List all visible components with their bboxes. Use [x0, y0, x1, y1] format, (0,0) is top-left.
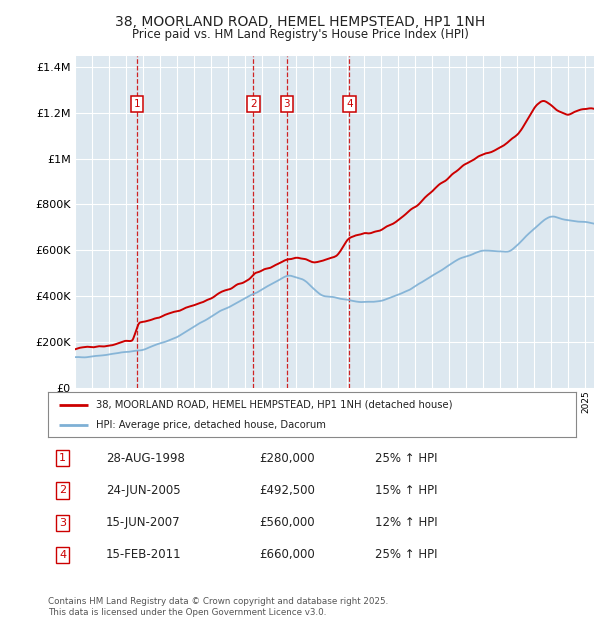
Text: £560,000: £560,000: [259, 516, 315, 529]
Text: 24-JUN-2005: 24-JUN-2005: [106, 484, 181, 497]
Text: 1: 1: [59, 453, 66, 463]
Text: 15-FEB-2011: 15-FEB-2011: [106, 549, 182, 561]
Text: 15-JUN-2007: 15-JUN-2007: [106, 516, 181, 529]
Text: 38, MOORLAND ROAD, HEMEL HEMPSTEAD, HP1 1NH: 38, MOORLAND ROAD, HEMEL HEMPSTEAD, HP1 …: [115, 16, 485, 30]
Text: 3: 3: [59, 518, 66, 528]
Text: 28-AUG-1998: 28-AUG-1998: [106, 452, 185, 464]
Text: £280,000: £280,000: [259, 452, 315, 464]
Text: £492,500: £492,500: [259, 484, 315, 497]
Text: 2: 2: [250, 99, 257, 109]
Text: 25% ↑ HPI: 25% ↑ HPI: [376, 452, 438, 464]
Text: 2: 2: [59, 485, 67, 495]
Text: 4: 4: [59, 550, 67, 560]
Text: Price paid vs. HM Land Registry's House Price Index (HPI): Price paid vs. HM Land Registry's House …: [131, 28, 469, 41]
Text: Contains HM Land Registry data © Crown copyright and database right 2025.
This d: Contains HM Land Registry data © Crown c…: [48, 598, 388, 617]
Text: £660,000: £660,000: [259, 549, 315, 561]
Text: 15% ↑ HPI: 15% ↑ HPI: [376, 484, 438, 497]
Text: 4: 4: [346, 99, 353, 109]
Text: 25% ↑ HPI: 25% ↑ HPI: [376, 549, 438, 561]
Text: 12% ↑ HPI: 12% ↑ HPI: [376, 516, 438, 529]
Text: 38, MOORLAND ROAD, HEMEL HEMPSTEAD, HP1 1NH (detached house): 38, MOORLAND ROAD, HEMEL HEMPSTEAD, HP1 …: [95, 399, 452, 410]
Text: 3: 3: [284, 99, 290, 109]
Text: HPI: Average price, detached house, Dacorum: HPI: Average price, detached house, Daco…: [95, 420, 325, 430]
Text: 1: 1: [134, 99, 140, 109]
